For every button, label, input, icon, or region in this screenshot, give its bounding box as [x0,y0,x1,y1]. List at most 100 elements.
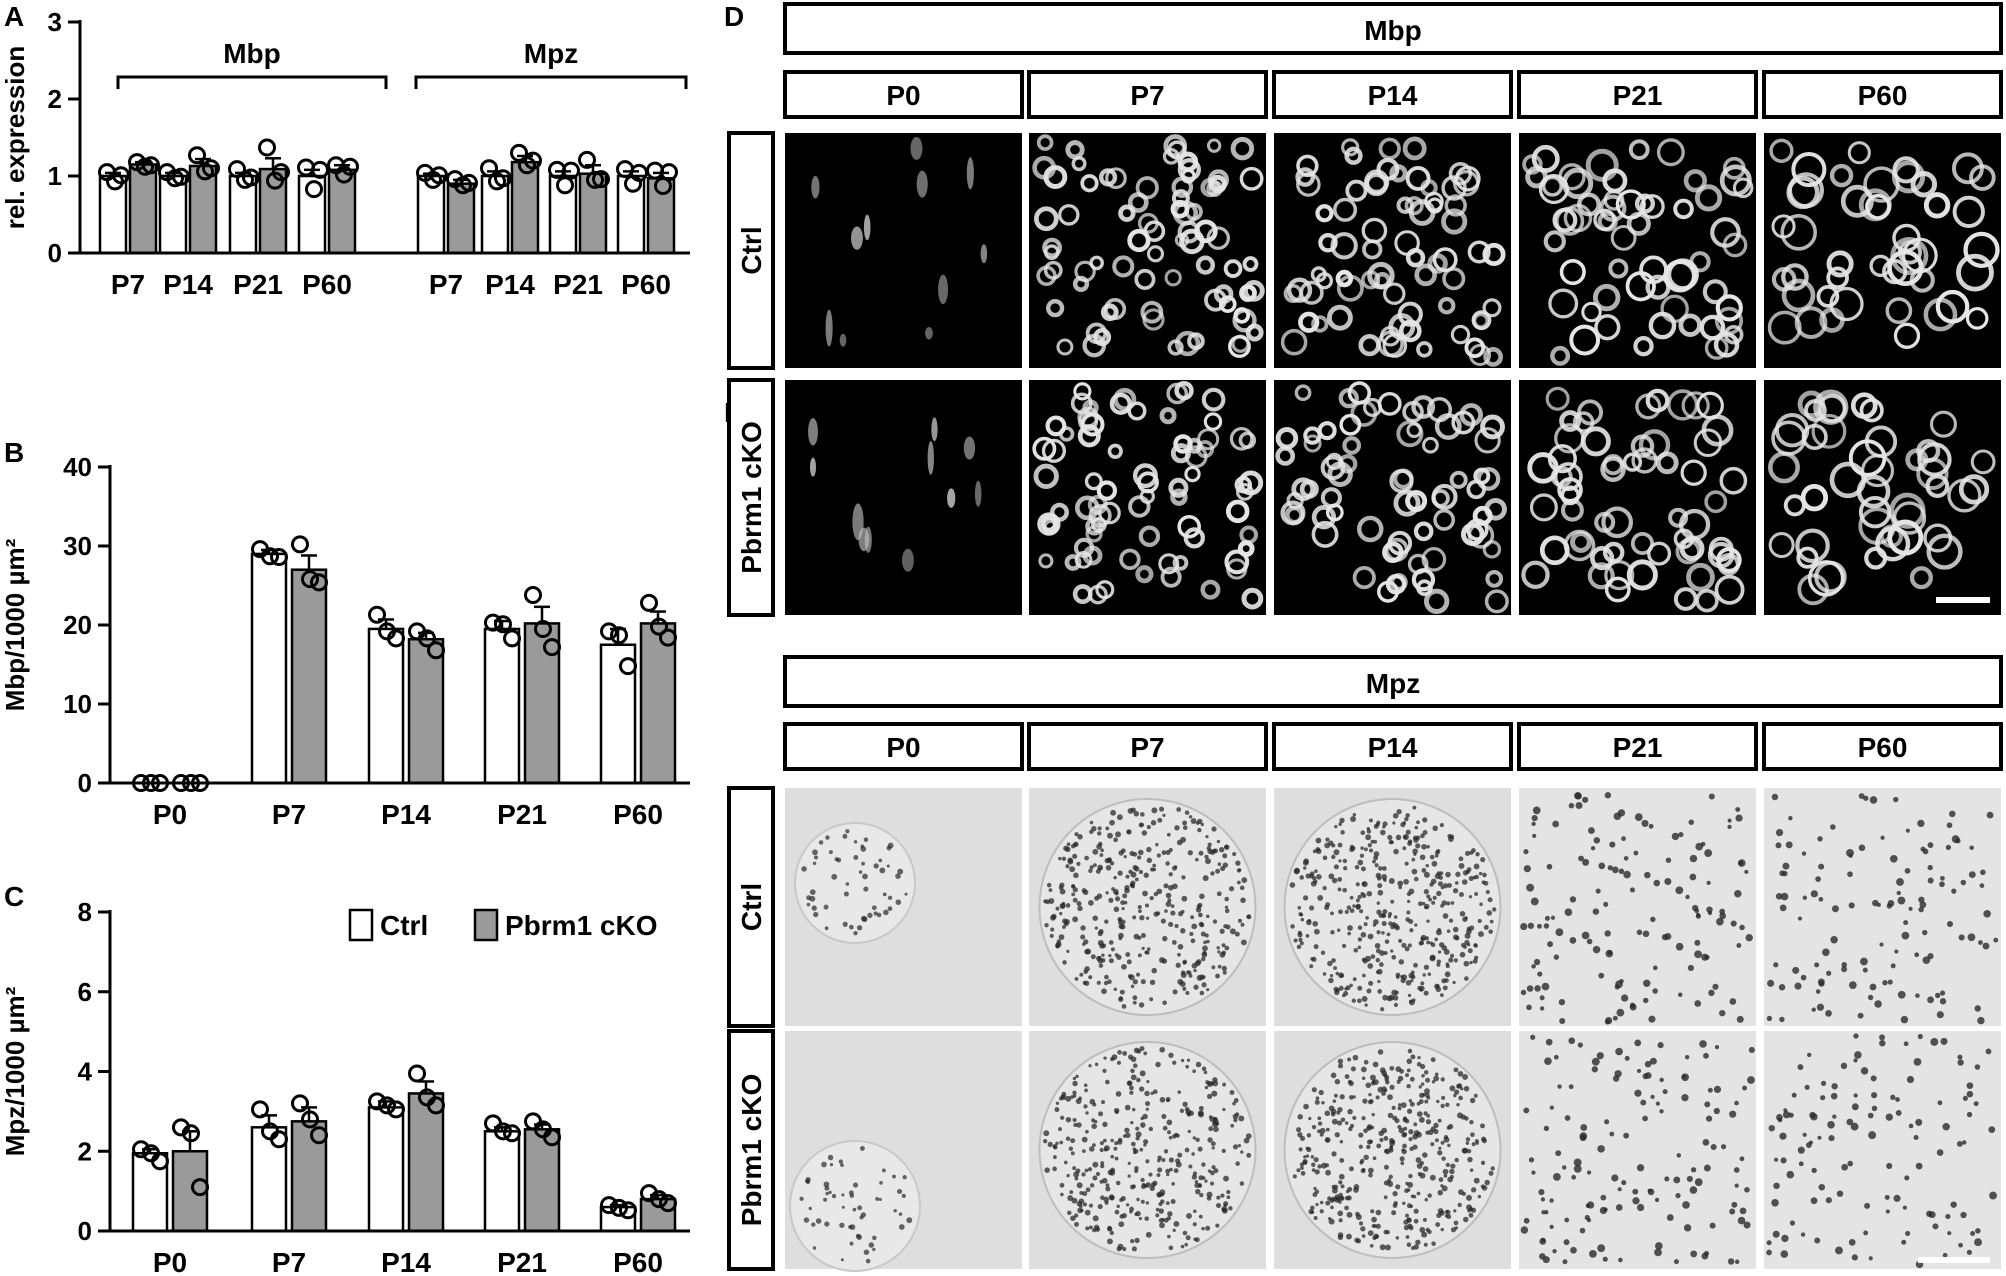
stained-fiber [1389,1065,1395,1071]
stained-fiber [1341,943,1347,948]
stained-fiber [1184,1147,1190,1153]
data-point [562,161,580,180]
stained-fiber [1092,1175,1098,1181]
stained-fiber [1404,861,1409,866]
stained-fiber [1105,891,1109,895]
column-header-box [1762,70,2003,119]
myelin-ring [1318,233,1338,253]
stained-fiber [1089,820,1094,825]
stained-fiber [1574,792,1582,800]
stained-fiber [1424,905,1428,910]
myelin-ring [1634,193,1656,214]
stained-fiber [1609,1131,1615,1137]
stained-fiber [1188,1164,1193,1169]
myelin-ring [1402,401,1424,423]
stained-fiber [1597,1145,1605,1153]
stained-fiber [1531,1170,1536,1175]
y-tick-label: 20 [63,610,92,640]
stained-fiber [1210,1170,1215,1176]
myelin-ring [1660,294,1689,324]
stained-fiber [1422,1166,1429,1172]
column-header-box [1027,722,1268,771]
stained-fiber [1781,1234,1789,1243]
stained-fiber [1618,1257,1623,1263]
stained-fiber [1406,1068,1411,1073]
stained-fiber [1401,942,1407,948]
stained-fiber [1864,1202,1871,1209]
myelin-ring [1107,443,1123,459]
myelin-ring [1168,477,1189,498]
myelin-ring [1422,436,1439,454]
stained-fiber [1189,931,1194,937]
stained-fiber [1863,1230,1869,1236]
stained-fiber [1705,1115,1713,1122]
data-point [556,176,574,195]
stained-fiber [1648,1015,1656,1023]
stained-fiber [1381,1091,1386,1096]
myelin-ring [1103,297,1127,321]
stained-fiber [879,867,886,874]
stained-fiber [1207,842,1212,847]
myelin-ring [1361,270,1381,290]
stained-fiber [1110,947,1115,952]
myelin-ring [1311,505,1337,530]
stained-fiber [1137,953,1142,958]
stained-fiber [1573,1158,1582,1167]
myelin-ring [1600,456,1626,482]
stained-fiber [1224,945,1230,951]
stained-fiber [1200,931,1206,937]
stained-fiber [1179,1108,1185,1114]
stained-fiber [1359,853,1365,858]
fluorescent-streak [851,226,863,250]
stained-fiber [1887,979,1893,985]
stained-fiber [1657,1042,1664,1049]
stained-fiber [1615,980,1623,989]
stained-fiber [1444,1214,1449,1218]
stained-fiber [1168,921,1174,927]
stained-fiber [1165,901,1172,907]
stained-fiber [1317,1164,1322,1169]
stained-fiber [1100,1163,1105,1169]
stained-fiber [1127,1081,1132,1086]
stained-fiber [1423,888,1429,895]
myelin-ring [1826,266,1849,290]
stained-fiber [1484,1179,1490,1186]
stained-fiber [1654,1248,1662,1257]
myelin-ring [1404,196,1424,216]
stained-fiber [1736,1015,1744,1023]
myelin-ring [1449,470,1468,489]
myelin-ring [1241,587,1264,610]
stained-fiber [1616,1008,1625,1017]
stained-fiber [1070,1215,1076,1221]
stained-fiber [1132,1107,1136,1112]
stained-fiber [1798,1161,1804,1167]
stained-fiber [1161,1113,1167,1120]
data-point [524,1112,542,1131]
stained-fiber [1429,941,1433,945]
stained-fiber [1433,1075,1440,1082]
stained-fiber [1135,1210,1141,1217]
stained-fiber [1167,1234,1171,1239]
stained-fiber [1447,1143,1451,1148]
myelin-ring [1893,322,1921,349]
stained-fiber [1640,1099,1647,1106]
column-header-box [1027,70,1268,119]
stained-fiber [1641,819,1649,827]
myelin-ring [1064,554,1082,571]
stained-fiber [1191,1174,1197,1180]
stained-fiber [1109,1195,1115,1201]
panel-letter-d: D [724,1,744,32]
stained-fiber [1210,1141,1216,1147]
stained-fiber [1424,1088,1430,1095]
stained-fiber [1531,964,1536,969]
myelin-ring [1459,403,1483,427]
stained-fiber [1081,1172,1086,1177]
myelin-ring [1303,434,1322,453]
stained-fiber [1237,1144,1242,1148]
stained-fiber [1539,1006,1545,1011]
myelin-ring [1795,528,1830,564]
stained-fiber [1145,1107,1149,1111]
myelin-ring [1127,192,1149,213]
stained-fiber [842,921,848,927]
stained-fiber [1438,1146,1442,1150]
